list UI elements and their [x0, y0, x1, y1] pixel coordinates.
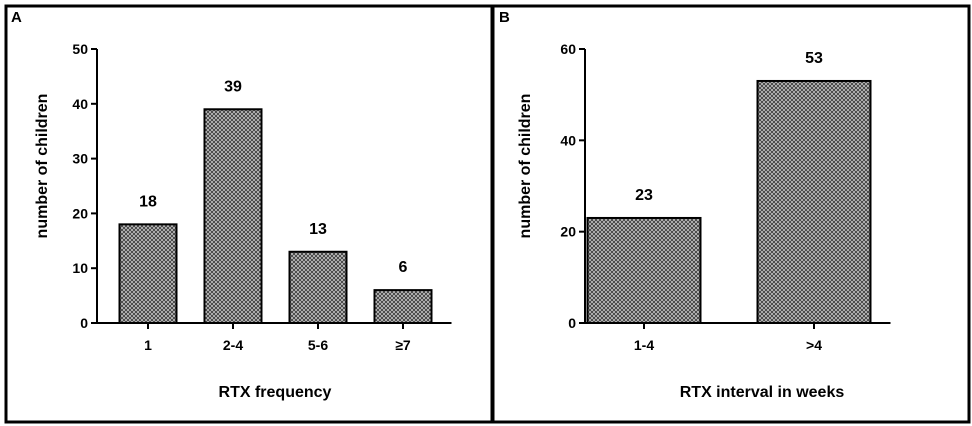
panel-b: B number of children RTX interval in wee… — [491, 4, 971, 424]
panel-a-x-tick-label: 5-6 — [308, 337, 328, 353]
panel-a-data-label-4: 6 — [399, 259, 408, 276]
panel-a: A number of children RTX frequency 0 10 20… — [4, 4, 494, 424]
panel-a-y-axis-title: number of children — [34, 94, 51, 239]
panel-b-y-tick-label: 20 — [560, 224, 576, 240]
panel-a-label: A — [11, 9, 22, 26]
panel-a-x-tick-label: ≥7 — [395, 337, 411, 353]
panel-b-y-tick-label: 0 — [568, 315, 576, 331]
panel-a-bar-4 — [373, 289, 433, 324]
panel-a-bar-3 — [288, 250, 348, 324]
panel-a-bar-2 — [203, 108, 263, 324]
panel-a-y-tick-label: 0 — [80, 315, 88, 331]
panel-a-x-tick-label: 1 — [144, 337, 152, 353]
panel-b-x-tick-label: >4 — [806, 337, 822, 353]
panel-a-data-label-3: 13 — [309, 221, 327, 238]
panel-a-data-label-2: 39 — [224, 78, 242, 95]
panel-b-label: B — [499, 9, 510, 26]
panel-a-bar-1 — [118, 223, 178, 324]
panel-b-data-label-2: 53 — [805, 50, 823, 67]
panel-b-plot: 0 20 40 60 1-4 23 >4 53 — [560, 41, 891, 353]
panel-b-y-tick-label: 60 — [560, 41, 576, 57]
panel-b-y-axis-title: number of children — [517, 94, 534, 239]
panel-a-x-axis-title: RTX frequency — [219, 384, 332, 401]
panel-a-y-tick-label: 50 — [72, 41, 88, 57]
panel-b-x-tick-label: 1-4 — [634, 337, 654, 353]
panel-a-y-tick-label: 30 — [72, 151, 88, 167]
panel-a-y-tick-label: 10 — [72, 260, 88, 276]
panel-b-x-axis-title: RTX interval in weeks — [680, 384, 845, 401]
panel-b-frame — [491, 4, 971, 424]
panel-a-data-label-1: 18 — [139, 193, 157, 210]
panel-a-plot: 0 10 20 30 40 50 1 18 2-4 39 5-6 13 ≥7 6 — [72, 41, 452, 353]
panel-a-x-tick-label: 2-4 — [223, 337, 243, 353]
panel-b-bar-1 — [586, 216, 702, 324]
panel-a-y-tick-label: 20 — [72, 205, 88, 221]
panel-b-data-label-1: 23 — [635, 187, 653, 204]
panel-b-bar-2 — [756, 79, 872, 325]
panel-b-y-tick-label: 40 — [560, 132, 576, 148]
panel-a-y-tick-label: 40 — [72, 96, 88, 112]
